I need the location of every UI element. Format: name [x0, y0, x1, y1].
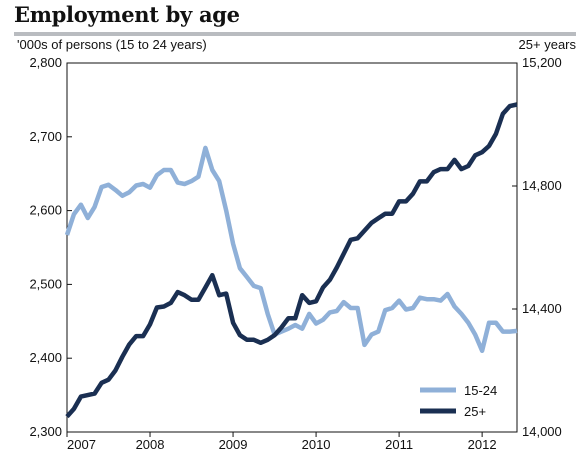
- x-tick-label: 2007: [67, 437, 96, 452]
- legend: 15-24 25+: [420, 383, 497, 419]
- x-tick-label: 2012: [468, 437, 497, 452]
- left-tick-label: 2,700: [29, 129, 62, 144]
- left-tick-label: 2,500: [29, 276, 62, 291]
- left-tick-label: 2,400: [29, 350, 62, 365]
- series-line-age-25-plus: [65, 102, 518, 419]
- x-tick-label: 2010: [302, 437, 331, 452]
- right-tick-label: 14,800: [522, 178, 562, 193]
- right-tick-label: 14,400: [522, 301, 562, 316]
- legend-label: 15-24: [464, 383, 497, 398]
- title-rule: [14, 32, 576, 36]
- chart-title: Employment by age: [14, 2, 240, 27]
- left-tick-label: 2,300: [29, 424, 62, 439]
- left-axis-label: '000s of persons (15 to 24 years): [17, 37, 207, 52]
- x-tick-label: 2008: [136, 437, 165, 452]
- legend-label: 25+: [464, 404, 486, 419]
- right-tick-label: 15,200: [522, 55, 562, 70]
- series-line-age-15-24: [64, 145, 518, 354]
- right-axis-label: 25+ years: [518, 37, 576, 52]
- plot-frame: [66, 62, 518, 433]
- right-tick-label: 14,000: [522, 424, 562, 439]
- left-axis: 2,300 2,400 2,500 2,600 2,700 2,800: [29, 55, 72, 439]
- right-axis: 14,000 14,400 14,800 15,200: [512, 55, 562, 439]
- x-tick-label: 2009: [219, 437, 248, 452]
- left-tick-label: 2,800: [29, 55, 62, 70]
- left-tick-label: 2,600: [29, 203, 62, 218]
- x-axis: 2007 2008 2009 2010 2011 2012: [66, 432, 497, 452]
- series-lines: [64, 102, 518, 419]
- x-tick-label: 2011: [385, 437, 413, 452]
